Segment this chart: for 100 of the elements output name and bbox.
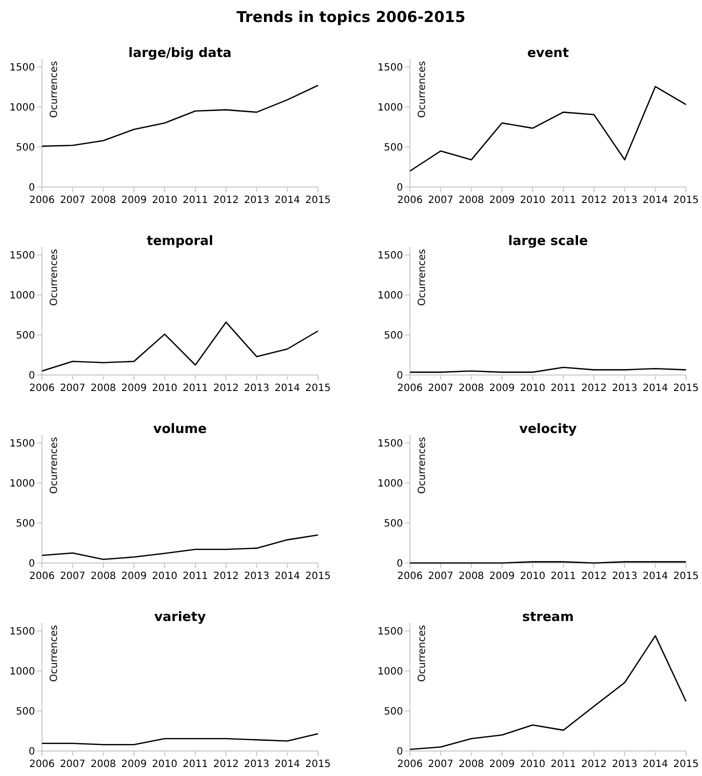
chart-title: variety bbox=[154, 610, 206, 625]
x-tick-label: 2013 bbox=[612, 383, 638, 394]
x-tick-label: 2011 bbox=[182, 571, 208, 582]
x-tick-label: 2009 bbox=[121, 759, 147, 770]
y-tick-label: 1500 bbox=[378, 626, 403, 638]
x-tick-label: 2013 bbox=[244, 383, 270, 394]
x-tick-label: 2007 bbox=[428, 571, 454, 582]
y-axis-title: Ocurrences bbox=[417, 61, 428, 118]
chart-title: large scale bbox=[508, 234, 588, 249]
y-tick-label: 0 bbox=[28, 558, 35, 570]
x-tick-label: 2007 bbox=[60, 759, 86, 770]
y-tick-label: 1000 bbox=[378, 666, 403, 678]
x-tick-label: 2015 bbox=[673, 195, 699, 206]
y-tick-label: 1500 bbox=[378, 62, 403, 74]
y-tick-label: 1500 bbox=[10, 438, 35, 450]
x-tick-label: 2006 bbox=[397, 571, 423, 582]
y-axis-title: Ocurrences bbox=[49, 61, 60, 118]
x-tick-label: 2011 bbox=[182, 759, 208, 770]
x-tick-label: 2013 bbox=[244, 195, 270, 206]
y-tick-label: 1000 bbox=[10, 478, 35, 490]
x-tick-label: 2008 bbox=[90, 383, 116, 394]
x-tick-label: 2015 bbox=[673, 383, 699, 394]
y-tick-label: 500 bbox=[16, 330, 35, 342]
x-tick-label: 2012 bbox=[213, 383, 239, 394]
y-tick-label: 1500 bbox=[10, 626, 35, 638]
y-tick-label: 0 bbox=[396, 370, 403, 382]
y-tick-label: 500 bbox=[16, 518, 35, 530]
x-tick-label: 2009 bbox=[121, 571, 147, 582]
x-tick-label: 2010 bbox=[152, 759, 178, 770]
x-tick-label: 2008 bbox=[458, 759, 484, 770]
x-tick-label: 2006 bbox=[29, 383, 55, 394]
line-series bbox=[41, 322, 319, 372]
y-axis-title: Ocurrences bbox=[417, 437, 428, 494]
x-tick-label: 2011 bbox=[550, 571, 576, 582]
x-tick-label: 2014 bbox=[274, 571, 300, 582]
x-tick-label: 2014 bbox=[642, 195, 668, 206]
x-tick-label: 2009 bbox=[489, 195, 515, 206]
x-tick-label: 2007 bbox=[428, 195, 454, 206]
y-tick-label: 1000 bbox=[378, 290, 403, 302]
x-tick-label: 2006 bbox=[397, 383, 423, 394]
y-tick-label: 1500 bbox=[378, 438, 403, 450]
x-tick-label: 2011 bbox=[182, 383, 208, 394]
y-tick-label: 0 bbox=[28, 370, 35, 382]
y-tick-label: 500 bbox=[384, 142, 403, 154]
y-axis-title: Ocurrences bbox=[49, 437, 60, 494]
chart-title: volume bbox=[153, 422, 207, 437]
x-tick-label: 2012 bbox=[581, 195, 607, 206]
x-tick-label: 2008 bbox=[458, 195, 484, 206]
x-tick-label: 2011 bbox=[550, 759, 576, 770]
x-tick-label: 2008 bbox=[90, 195, 116, 206]
y-tick-label: 1000 bbox=[10, 290, 35, 302]
y-tick-label: 500 bbox=[16, 142, 35, 154]
x-tick-label: 2008 bbox=[458, 571, 484, 582]
y-axis-title: Ocurrences bbox=[49, 249, 60, 306]
x-tick-label: 2007 bbox=[428, 759, 454, 770]
y-tick-label: 0 bbox=[396, 558, 403, 570]
y-tick-label: 0 bbox=[396, 746, 403, 758]
chart-title: event bbox=[527, 46, 569, 61]
x-tick-label: 2009 bbox=[121, 383, 147, 394]
x-tick-label: 2009 bbox=[121, 195, 147, 206]
text: Trends in topics 2006-2015 bbox=[236, 8, 466, 26]
x-tick-label: 2015 bbox=[305, 383, 331, 394]
x-tick-label: 2014 bbox=[274, 383, 300, 394]
x-tick-label: 2010 bbox=[152, 383, 178, 394]
x-tick-label: 2006 bbox=[29, 759, 55, 770]
y-tick-label: 500 bbox=[384, 518, 403, 530]
x-tick-label: 2011 bbox=[550, 383, 576, 394]
x-tick-label: 2014 bbox=[642, 383, 668, 394]
x-tick-label: 2010 bbox=[520, 383, 546, 394]
y-tick-label: 500 bbox=[16, 706, 35, 718]
y-tick-label: 1500 bbox=[10, 62, 35, 74]
y-tick-label: 500 bbox=[384, 330, 403, 342]
x-tick-label: 2006 bbox=[29, 195, 55, 206]
x-tick-label: 2015 bbox=[305, 759, 331, 770]
y-axis-title: Ocurrences bbox=[417, 249, 428, 306]
chart-title: velocity bbox=[519, 422, 578, 437]
x-tick-label: 2010 bbox=[520, 759, 546, 770]
x-tick-label: 2013 bbox=[612, 571, 638, 582]
x-tick-label: 2013 bbox=[244, 571, 270, 582]
x-tick-label: 2007 bbox=[60, 383, 86, 394]
y-tick-label: 1000 bbox=[378, 102, 403, 114]
x-tick-label: 2006 bbox=[29, 571, 55, 582]
y-tick-label: 500 bbox=[384, 706, 403, 718]
x-tick-label: 2011 bbox=[182, 195, 208, 206]
chart-title: large/big data bbox=[128, 46, 232, 61]
x-tick-label: 2010 bbox=[520, 195, 546, 206]
line-series bbox=[41, 733, 319, 746]
x-tick-label: 2007 bbox=[60, 571, 86, 582]
x-tick-label: 2007 bbox=[428, 383, 454, 394]
x-tick-label: 2015 bbox=[673, 759, 699, 770]
y-tick-label: 1000 bbox=[10, 102, 35, 114]
x-tick-label: 2008 bbox=[90, 571, 116, 582]
x-tick-label: 2015 bbox=[673, 571, 699, 582]
x-tick-label: 2012 bbox=[213, 759, 239, 770]
x-tick-label: 2006 bbox=[397, 195, 423, 206]
line-series bbox=[41, 534, 319, 560]
y-tick-label: 1000 bbox=[10, 666, 35, 678]
chart-title: temporal bbox=[146, 234, 214, 249]
x-tick-label: 2009 bbox=[489, 571, 515, 582]
x-tick-label: 2010 bbox=[520, 571, 546, 582]
